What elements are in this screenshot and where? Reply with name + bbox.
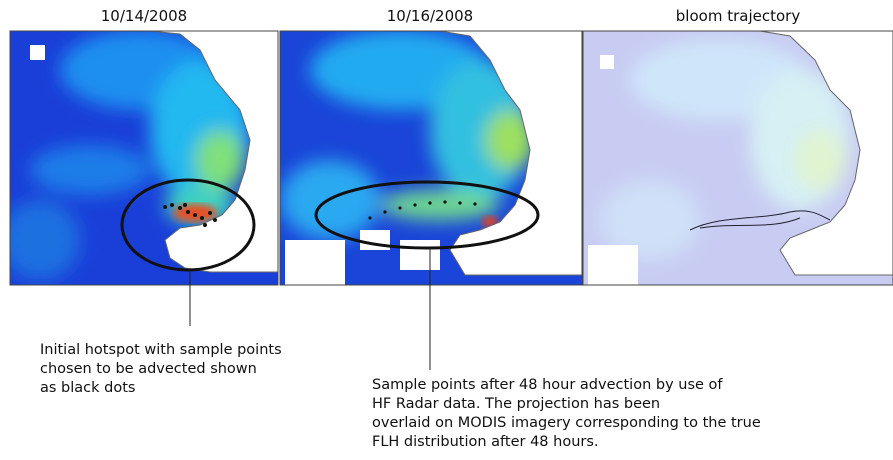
- annotation-line: chosen to be advected shown: [40, 361, 257, 377]
- panel-image: [280, 31, 582, 285]
- annotation-line: Initial hotspot with sample points: [40, 342, 282, 358]
- annotation-line: as black dots: [40, 380, 135, 396]
- annotation-line: FLH distribution after 48 hours.: [372, 434, 599, 450]
- panel-title: bloom trajectory: [676, 7, 801, 25]
- annotation-line: overlaid on MODIS imagery corresponding …: [372, 415, 761, 431]
- highlight-ellipse: [314, 180, 540, 250]
- panel-frame: [279, 30, 583, 286]
- panel-title: 10/16/2008: [387, 7, 473, 25]
- panel-frame: [9, 30, 279, 286]
- annotation-line: Sample points after 48 hour advection by…: [372, 377, 723, 393]
- panel-frame: [582, 30, 893, 286]
- annotation-line: HF Radar data. The projection has been: [372, 396, 660, 412]
- highlight-ellipse: [120, 178, 256, 272]
- panel-image: [583, 31, 893, 285]
- panel-title: 10/14/2008: [101, 7, 187, 25]
- panel-image: [10, 31, 278, 285]
